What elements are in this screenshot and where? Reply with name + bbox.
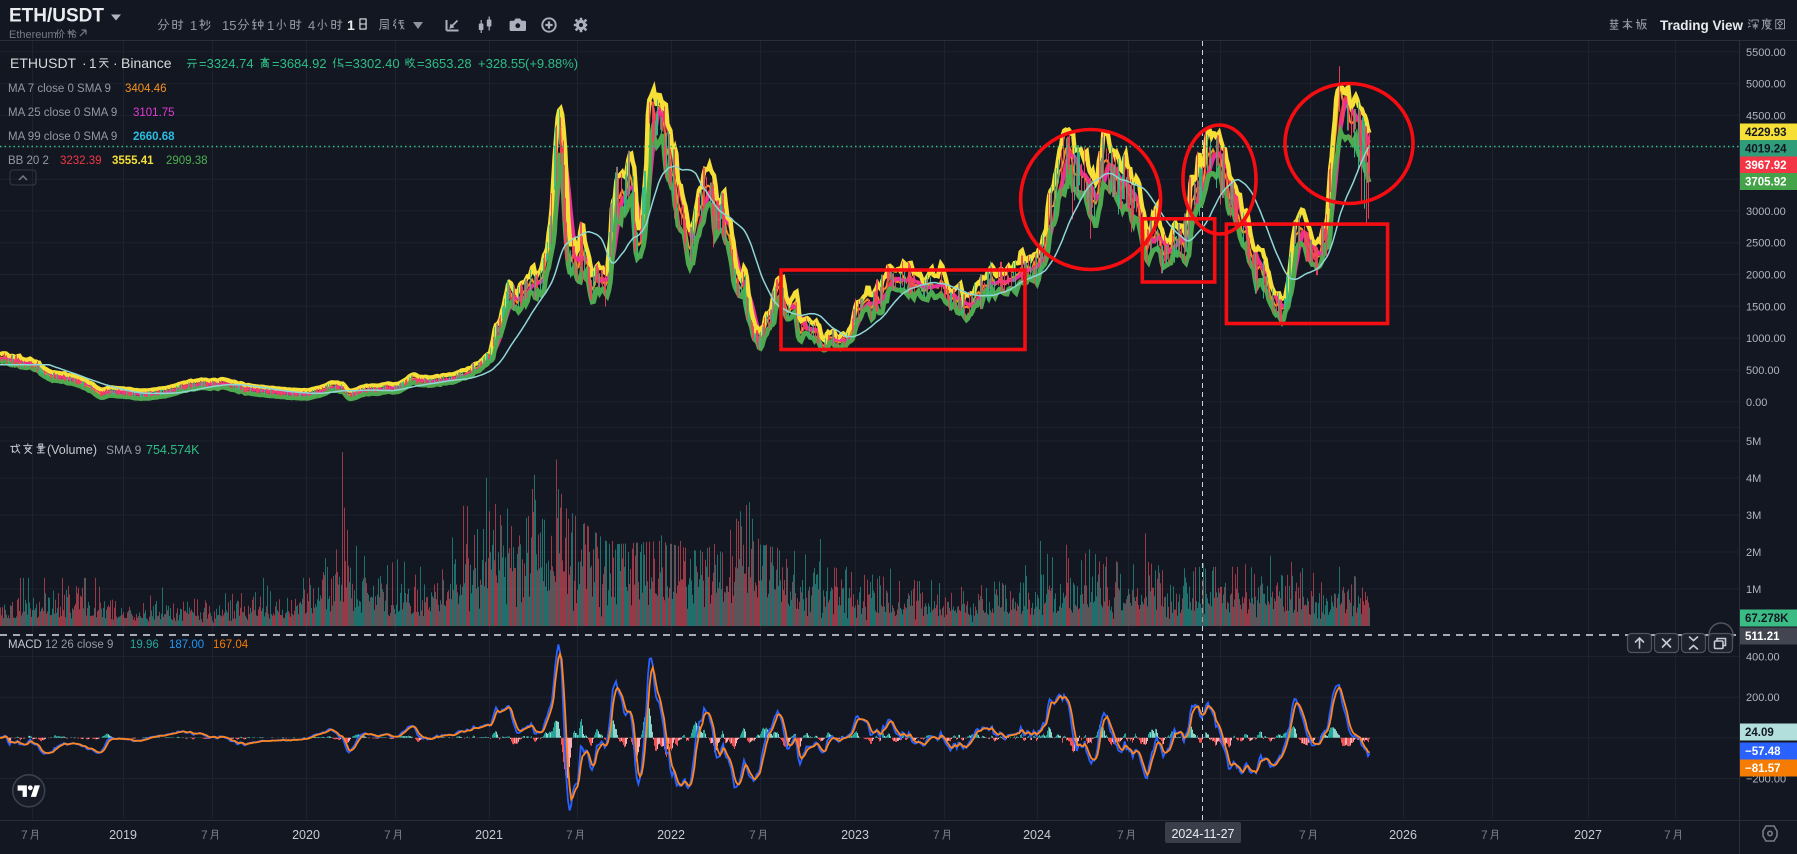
svg-text:7: 7 bbox=[1664, 828, 1671, 842]
svg-text:167.04: 167.04 bbox=[213, 639, 249, 651]
svg-text:2020: 2020 bbox=[292, 828, 320, 842]
svg-text:3705.92: 3705.92 bbox=[1745, 177, 1787, 189]
svg-text:754.574K: 754.574K bbox=[146, 443, 200, 457]
svg-text:7: 7 bbox=[1299, 828, 1306, 842]
svg-text:MA 99 close 0 SMA 9: MA 99 close 0 SMA 9 bbox=[8, 131, 117, 143]
svg-text:BB 20 2: BB 20 2 bbox=[8, 155, 49, 167]
svg-text:=3684.92: =3684.92 bbox=[272, 56, 327, 71]
svg-text:2M: 2M bbox=[1746, 547, 1761, 559]
svg-text:Binance: Binance bbox=[121, 55, 172, 71]
svg-text:1: 1 bbox=[190, 18, 197, 33]
svg-text:12 26 close 9: 12 26 close 9 bbox=[45, 639, 113, 651]
svg-text:400.00: 400.00 bbox=[1746, 652, 1780, 664]
svg-text:187.00: 187.00 bbox=[169, 639, 204, 651]
svg-text:7: 7 bbox=[384, 828, 391, 842]
svg-text:2019: 2019 bbox=[109, 828, 137, 842]
svg-text:ETH/USDT: ETH/USDT bbox=[9, 6, 104, 27]
svg-text:15: 15 bbox=[222, 18, 236, 33]
svg-text:200.00: 200.00 bbox=[1746, 692, 1780, 704]
svg-text:=3653.28: =3653.28 bbox=[417, 56, 472, 71]
svg-text:3232.39: 3232.39 bbox=[60, 155, 102, 167]
svg-text:2024: 2024 bbox=[1023, 828, 1051, 842]
svg-text:7: 7 bbox=[1117, 828, 1124, 842]
svg-text:7: 7 bbox=[21, 828, 28, 842]
svg-text:2023: 2023 bbox=[841, 828, 869, 842]
svg-text:3555.41: 3555.41 bbox=[112, 155, 154, 167]
svg-text:3000.00: 3000.00 bbox=[1746, 206, 1786, 218]
svg-text:1: 1 bbox=[347, 17, 355, 33]
svg-text:·: · bbox=[82, 55, 87, 71]
svg-text:24.09: 24.09 bbox=[1745, 727, 1774, 739]
svg-text:Ethereum: Ethereum bbox=[9, 29, 57, 41]
svg-text:−57.48: −57.48 bbox=[1745, 746, 1781, 758]
svg-text:1: 1 bbox=[267, 18, 274, 33]
svg-text:2022: 2022 bbox=[657, 828, 685, 842]
svg-text:67.278K: 67.278K bbox=[1745, 613, 1789, 625]
svg-text:2909.38: 2909.38 bbox=[166, 155, 208, 167]
svg-text:2000.00: 2000.00 bbox=[1746, 270, 1786, 282]
svg-text:2660.68: 2660.68 bbox=[133, 131, 175, 143]
svg-text:4019.24: 4019.24 bbox=[1745, 144, 1787, 156]
svg-text:1: 1 bbox=[89, 56, 97, 71]
svg-text:4500.00: 4500.00 bbox=[1746, 110, 1786, 122]
svg-text:MACD: MACD bbox=[8, 639, 42, 651]
svg-text:(Volume): (Volume) bbox=[47, 443, 97, 457]
svg-text:(+9.88%): (+9.88%) bbox=[525, 56, 578, 71]
svg-text:3967.92: 3967.92 bbox=[1745, 160, 1787, 172]
svg-text:511.21: 511.21 bbox=[1745, 631, 1780, 643]
svg-text:500.00: 500.00 bbox=[1746, 365, 1780, 377]
svg-text:MA 7 close 0 SMA 9: MA 7 close 0 SMA 9 bbox=[8, 83, 111, 95]
svg-text:Trading View: Trading View bbox=[1660, 18, 1744, 33]
svg-text:SMA 9: SMA 9 bbox=[106, 443, 142, 457]
svg-text:3101.75: 3101.75 bbox=[133, 107, 175, 119]
svg-text:=3302.40: =3302.40 bbox=[345, 56, 400, 71]
svg-text:·: · bbox=[113, 55, 118, 71]
svg-text:1500.00: 1500.00 bbox=[1746, 301, 1786, 313]
svg-text:2026: 2026 bbox=[1389, 828, 1417, 842]
svg-text:0.00: 0.00 bbox=[1746, 397, 1767, 409]
svg-text:=3324.74: =3324.74 bbox=[199, 56, 254, 71]
svg-text:−81.57: −81.57 bbox=[1745, 763, 1781, 775]
svg-text:4M: 4M bbox=[1746, 473, 1761, 485]
svg-text:3M: 3M bbox=[1746, 510, 1761, 522]
svg-text:7: 7 bbox=[933, 828, 940, 842]
svg-text:1000.00: 1000.00 bbox=[1746, 333, 1786, 345]
svg-text:5000.00: 5000.00 bbox=[1746, 79, 1786, 91]
svg-text:7: 7 bbox=[201, 828, 208, 842]
svg-text:19.96: 19.96 bbox=[130, 639, 159, 651]
svg-text:4: 4 bbox=[308, 18, 315, 33]
svg-text:2500.00: 2500.00 bbox=[1746, 238, 1786, 250]
svg-text:1M: 1M bbox=[1746, 584, 1761, 596]
svg-text:7: 7 bbox=[749, 828, 756, 842]
svg-text:5M: 5M bbox=[1746, 436, 1761, 448]
svg-text:+328.55: +328.55 bbox=[478, 56, 525, 71]
svg-text:2027: 2027 bbox=[1574, 828, 1602, 842]
svg-text:MA 25 close 0 SMA 9: MA 25 close 0 SMA 9 bbox=[8, 107, 117, 119]
svg-text:5500.00: 5500.00 bbox=[1746, 47, 1786, 59]
svg-text:2024-11-27: 2024-11-27 bbox=[1171, 827, 1234, 841]
svg-text:2021: 2021 bbox=[475, 828, 503, 842]
svg-text:7: 7 bbox=[1481, 828, 1488, 842]
svg-text:4229.93: 4229.93 bbox=[1745, 127, 1787, 139]
svg-text:7: 7 bbox=[566, 828, 573, 842]
svg-text:3404.46: 3404.46 bbox=[125, 83, 167, 95]
svg-text:ETHUSDT: ETHUSDT bbox=[10, 55, 77, 71]
